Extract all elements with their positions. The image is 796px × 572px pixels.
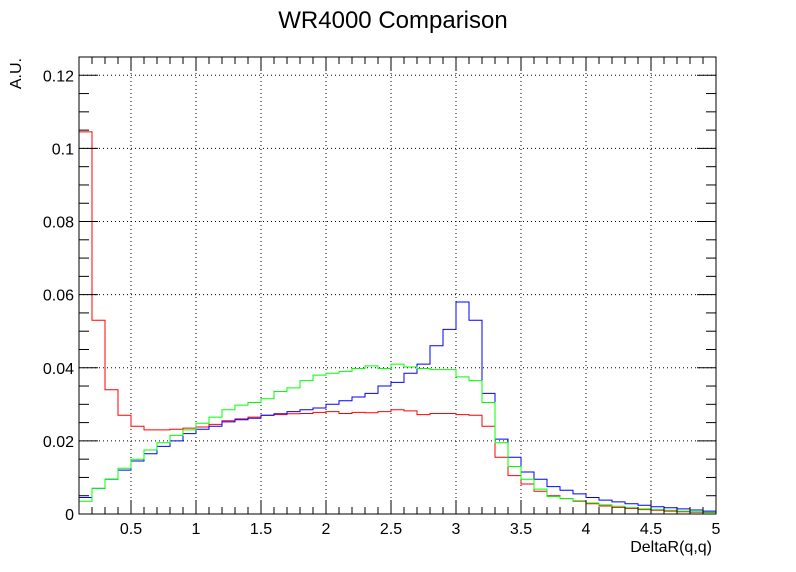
- y-tick-label: 0.12: [43, 68, 74, 85]
- x-tick-label: 1.5: [250, 521, 272, 538]
- x-tick-label: 5: [712, 521, 721, 538]
- x-tick-label: 4.5: [640, 521, 662, 538]
- x-tick-label: 3: [452, 521, 461, 538]
- y-tick-label: 0.02: [43, 434, 74, 451]
- y-tick-label: 0.1: [52, 141, 74, 158]
- x-tick-label: 3.5: [510, 521, 532, 538]
- x-tick-label: 2.5: [380, 521, 402, 538]
- x-tick-label: 4: [582, 521, 591, 538]
- y-axis-title: A.U.: [8, 58, 25, 89]
- x-tick-label: 2: [322, 521, 331, 538]
- histogram-series-3: [79, 363, 716, 513]
- y-tick-label: 0: [65, 507, 74, 524]
- chart-title: WR4000 Comparison: [278, 7, 507, 34]
- y-tick-label: 0.06: [43, 288, 74, 305]
- tick-labels: 0.5 1 1.5 2 2.5 3 3.5 4 4.5 5 0 0.02 0.04 0.06 0.08 0.1…: [43, 68, 721, 538]
- y-tick-label: 0.08: [43, 215, 74, 232]
- histogram-series-2: [79, 301, 716, 512]
- plot-frame: [78, 56, 717, 515]
- x-tick-label: 1: [192, 521, 201, 538]
- plot-area: [79, 131, 716, 513]
- x-tick-label: 0.5: [120, 521, 142, 538]
- axis-ticks: [78, 56, 717, 515]
- y-tick-label: 0.04: [43, 361, 74, 378]
- x-axis-title: DeltaR(q,q): [630, 539, 712, 556]
- grid-lines: [79, 57, 716, 514]
